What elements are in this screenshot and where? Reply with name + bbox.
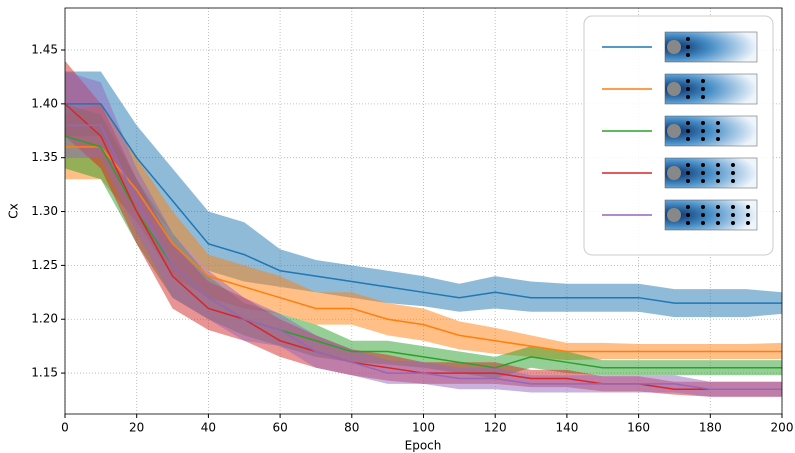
x-tick-label: 20 xyxy=(129,421,144,435)
cylinder xyxy=(667,166,681,180)
probe xyxy=(686,121,690,125)
probe xyxy=(716,205,720,209)
plot-frame xyxy=(64,7,783,415)
probe xyxy=(746,221,750,225)
probe xyxy=(701,163,705,167)
x-tick-label: 60 xyxy=(272,421,287,435)
probe xyxy=(686,129,690,133)
probe xyxy=(701,171,705,175)
probe xyxy=(686,205,690,209)
x-tick-label: 180 xyxy=(699,421,722,435)
confidence-band xyxy=(65,71,782,318)
y-tick-label: 1.45 xyxy=(31,43,58,57)
confidence-band xyxy=(65,103,782,361)
y-tick-label: 1.35 xyxy=(31,150,58,164)
confidence-band xyxy=(65,71,782,397)
probe xyxy=(716,121,720,125)
probe xyxy=(686,137,690,141)
y-tick-label: 1.30 xyxy=(31,204,58,218)
probe xyxy=(716,179,720,183)
probe xyxy=(701,121,705,125)
probe xyxy=(686,45,690,49)
x-tick-label: 0 xyxy=(61,421,69,435)
probe xyxy=(746,205,750,209)
probe xyxy=(716,171,720,175)
probe xyxy=(731,205,735,209)
probe xyxy=(701,87,705,91)
probe xyxy=(716,163,720,167)
y-axis-label: Cx xyxy=(7,203,21,218)
probe xyxy=(716,137,720,141)
x-tick-label: 140 xyxy=(555,421,578,435)
x-tick-label: 160 xyxy=(627,421,650,435)
probe xyxy=(686,171,690,175)
probe xyxy=(731,221,735,225)
x-axis-label: Epoch xyxy=(405,439,442,453)
probe xyxy=(686,53,690,57)
probe xyxy=(686,95,690,99)
probe xyxy=(701,95,705,99)
probe xyxy=(716,129,720,133)
probe xyxy=(686,213,690,217)
probe xyxy=(701,137,705,141)
line xyxy=(65,124,782,390)
probe xyxy=(716,213,720,217)
y-tick-label: 1.20 xyxy=(31,312,58,326)
line xyxy=(65,103,782,304)
probe xyxy=(716,221,720,225)
x-tick-label: 80 xyxy=(344,421,359,435)
y-tick-label: 1.40 xyxy=(31,96,58,110)
cylinder xyxy=(667,82,681,96)
cylinder xyxy=(667,124,681,138)
probe xyxy=(731,171,735,175)
x-tick-label: 200 xyxy=(771,421,794,435)
x-tick-label: 100 xyxy=(412,421,435,435)
cylinder xyxy=(667,208,681,222)
probe xyxy=(731,213,735,217)
probe xyxy=(686,37,690,41)
cylinder xyxy=(667,40,681,54)
probe xyxy=(701,129,705,133)
probe xyxy=(701,213,705,217)
probe xyxy=(701,221,705,225)
probe xyxy=(731,163,735,167)
probe xyxy=(686,79,690,83)
probe xyxy=(731,179,735,183)
probe xyxy=(701,205,705,209)
y-tick-label: 1.15 xyxy=(31,366,58,380)
probe xyxy=(746,213,750,217)
probe xyxy=(686,163,690,167)
probe xyxy=(686,221,690,225)
probe xyxy=(686,179,690,183)
x-tick-label: 40 xyxy=(201,421,216,435)
probe xyxy=(701,179,705,183)
y-tick-label: 1.25 xyxy=(31,258,58,272)
line xyxy=(65,146,782,353)
probe xyxy=(686,87,690,91)
probe xyxy=(701,79,705,83)
x-tick-label: 120 xyxy=(484,421,507,435)
